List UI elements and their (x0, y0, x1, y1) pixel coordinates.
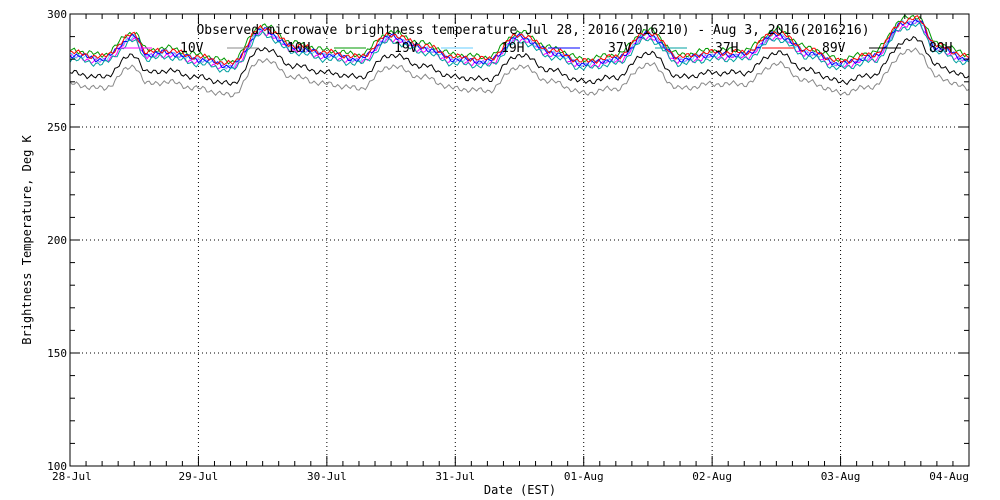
legend-label-89v: 89V (822, 41, 846, 56)
series-line-89h (69, 35, 970, 86)
legend: 10V 10H 19V 19H 37V 37H 89V 89H (120, 41, 952, 56)
x-tick-label: 03-Aug (821, 470, 861, 483)
legend-label-10v: 10V (180, 41, 204, 56)
x-axis-title: Date (EST) (484, 483, 556, 497)
series-lines (69, 14, 970, 98)
series-line-37h (69, 22, 970, 73)
x-tick-label: 31-Jul (435, 470, 475, 483)
grid-lines (70, 14, 969, 466)
series-line-89v (69, 15, 970, 66)
y-tick-label: 250 (47, 121, 67, 134)
legend-label-37h: 37H (715, 41, 738, 56)
chart-title: Observed microwave brightness temperatur… (196, 23, 869, 38)
x-tick-label: 04-Aug (929, 470, 969, 483)
legend-label-19v: 19V (394, 41, 418, 56)
legend-label-89h: 89H (929, 41, 952, 56)
y-tick-label: 100 (47, 460, 67, 473)
x-tick-label: 29-Jul (179, 470, 219, 483)
y-tick-label: 150 (47, 347, 67, 360)
tick-labels: 100 150 200 250 300 28-Jul 29-Jul 30-Jul 31-Jul 0… (47, 8, 969, 483)
y-tick-label: 200 (47, 234, 67, 247)
series-line-10h (69, 47, 970, 98)
legend-label-10h: 10H (287, 41, 310, 56)
legend-label-37v: 37V (608, 41, 632, 56)
series-line-37v (69, 18, 970, 70)
y-tick-label: 300 (47, 8, 67, 21)
x-tick-label: 02-Aug (692, 470, 732, 483)
y-axis-title: Brightness Temperature, Deg K (20, 134, 34, 344)
x-tick-label: 28-Jul (52, 470, 92, 483)
x-tick-label: 01-Aug (564, 470, 604, 483)
x-tick-label: 30-Jul (307, 470, 347, 483)
axis-ticks (69, 13, 970, 467)
legend-label-19h: 19H (501, 41, 524, 56)
series-line-19v (69, 14, 969, 65)
